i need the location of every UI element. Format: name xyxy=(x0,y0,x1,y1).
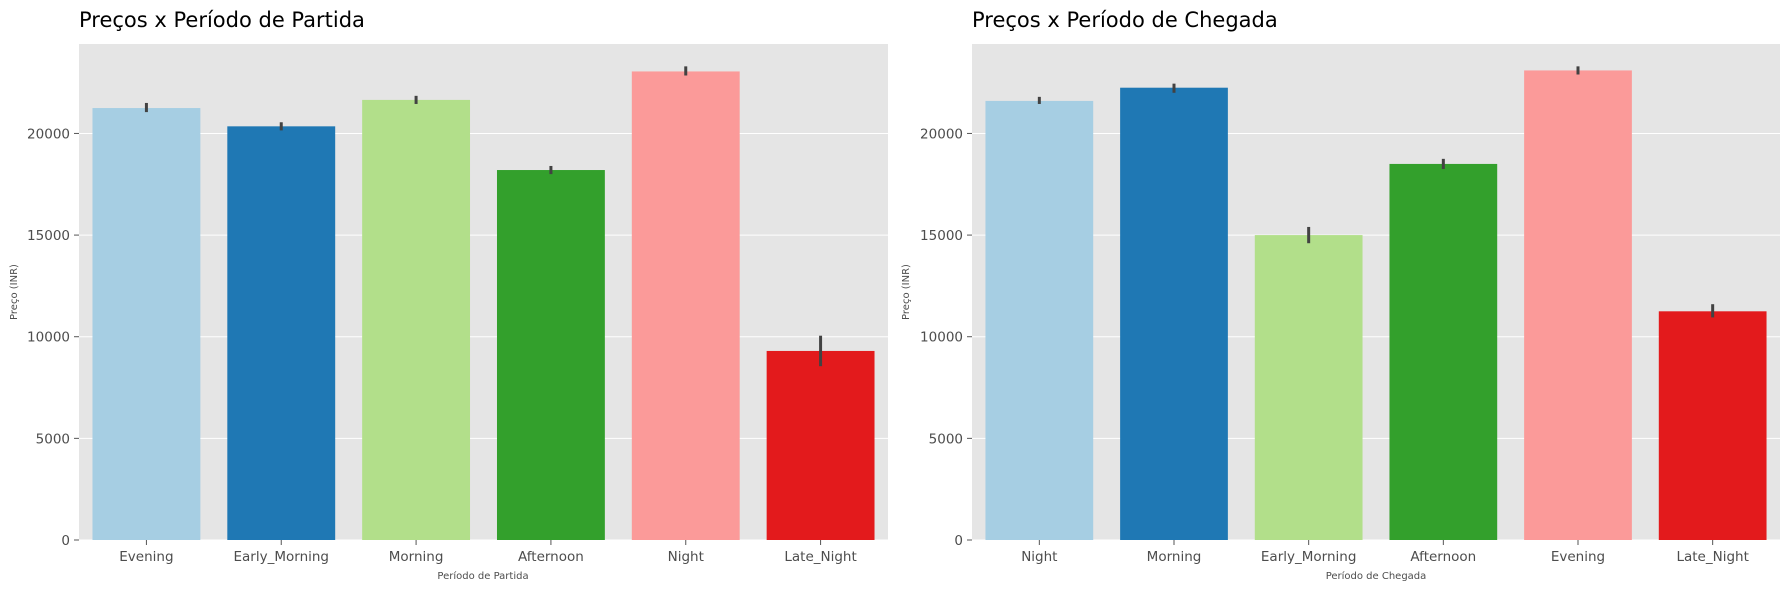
x-tick-label: Early_Morning xyxy=(234,549,330,565)
bar-evening xyxy=(1524,70,1632,540)
x-tick-label: Morning xyxy=(389,549,444,565)
y-tick-label: 5000 xyxy=(36,431,70,447)
y-tick-label: 10000 xyxy=(27,330,70,346)
y-tick-label: 0 xyxy=(954,533,963,549)
bar-afternoon xyxy=(496,170,605,541)
y-tick-label: 5000 xyxy=(929,431,963,447)
bar-early-morning xyxy=(1254,235,1363,540)
plot-area xyxy=(972,44,1780,540)
bar-night xyxy=(631,71,740,540)
y-tick-label: 15000 xyxy=(920,228,963,244)
chart-arrival-period: Preços x Período de Chegada Preço (INR) … xyxy=(901,8,1780,582)
chart-title: Preços x Período de Chegada xyxy=(972,8,1278,32)
x-tick-label: Late_Night xyxy=(784,549,856,565)
plot-area xyxy=(79,44,888,540)
x-tick-label: Afternoon xyxy=(518,549,584,565)
chart-title: Preços x Período de Partida xyxy=(79,8,365,32)
bar-morning xyxy=(1120,87,1228,540)
x-tick-label: Afternoon xyxy=(1410,549,1476,565)
y-tick-label: 20000 xyxy=(920,126,963,142)
bar-late-night xyxy=(1658,311,1767,540)
bar-morning xyxy=(362,99,471,540)
bar-night xyxy=(985,100,1094,540)
x-tick-label: Late_Night xyxy=(1676,549,1748,565)
x-tick-label: Evening xyxy=(1551,549,1605,565)
x-tick-label: Evening xyxy=(119,549,173,565)
y-tick-label: 20000 xyxy=(27,126,70,142)
bar-evening xyxy=(92,108,201,541)
x-tick-label: Night xyxy=(668,549,704,565)
x-tick-label: Early_Morning xyxy=(1261,549,1357,565)
bar-late-night xyxy=(766,350,875,540)
y-tick-label: 10000 xyxy=(920,330,963,346)
y-axis-label: Preço (INR) xyxy=(9,264,20,320)
x-tick-label: Morning xyxy=(1147,549,1202,565)
y-axis-label: Preço (INR) xyxy=(901,264,912,320)
bar-early-morning xyxy=(227,126,336,540)
y-tick-label: 15000 xyxy=(27,228,70,244)
bar-afternoon xyxy=(1389,163,1498,540)
x-tick-label: Night xyxy=(1021,549,1057,565)
x-axis-label: Período de Partida xyxy=(437,570,528,582)
chart-departure-period: Preços x Período de Partida Preço (INR) … xyxy=(9,8,888,582)
y-tick-label: 0 xyxy=(61,533,70,549)
x-axis-label: Período de Chegada xyxy=(1326,570,1427,582)
